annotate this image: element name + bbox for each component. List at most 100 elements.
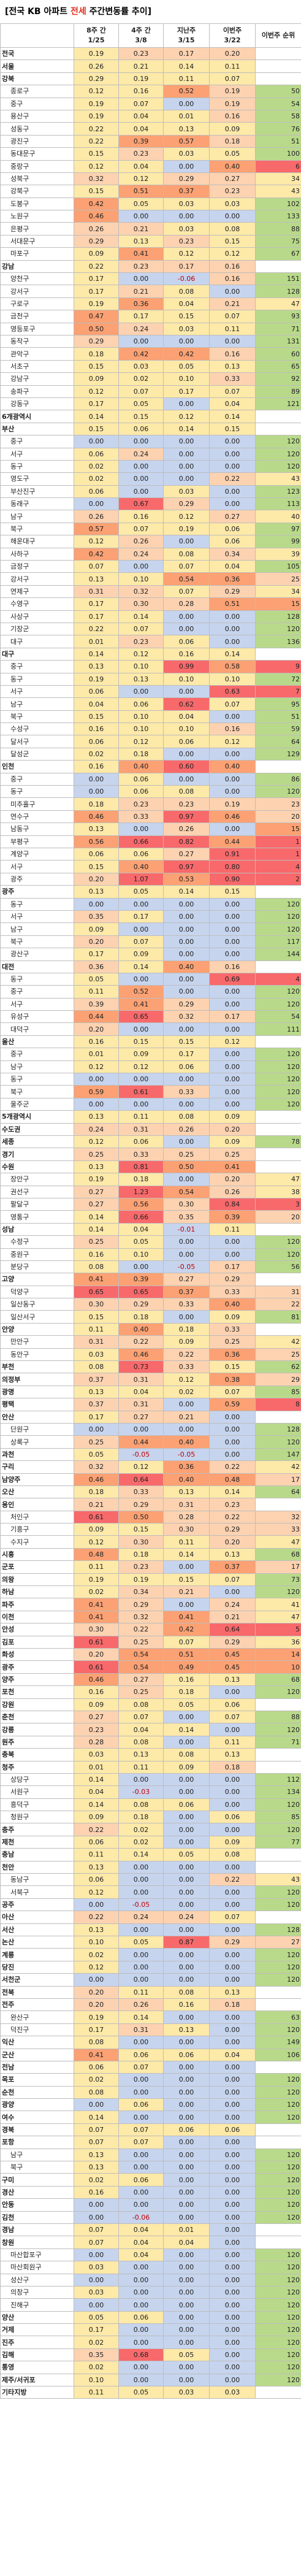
value-cell: 0.19 [74,97,119,110]
value-cell: 0.00 [118,822,164,836]
value-cell: 0.00 [209,1060,256,1074]
value-cell: 0.00 [163,97,210,110]
region-cell: 서원구 [0,1785,74,1799]
table-row: 충북 0.03 0.13 0.08 0.13 [0,1748,301,1761]
value-cell: 0.00 [163,535,210,548]
rank-cell: 7 [255,684,301,699]
value-cell: 0.07 [163,585,210,599]
value-cell: 0.05 [163,1848,210,1861]
value-cell: 0.23 [163,797,210,811]
table-row: 여수 0.14 0.00 0.00 0.00 120 [0,2110,301,2124]
region-cell: 안양 [0,1322,74,1336]
value-cell: 0.19 [209,85,256,98]
value-cell: 0.23 [209,1498,256,1511]
table-row: 서구 0.39 0.41 0.29 0.00 120 [0,997,301,1011]
value-cell: 0.15 [118,410,164,423]
value-cell: 0.11 [118,1985,164,1999]
table-row: 마산합포구 0.00 0.04 0.00 0.00 120 [0,2248,301,2262]
rank-cell: 111 [255,1022,301,1036]
table-row: 김천 0.00 -0.06 0.00 0.00 120 [0,2210,301,2224]
value-cell: 0.07 [74,2223,119,2237]
value-cell: 0.13 [163,2023,210,2037]
value-cell: 0.14 [74,1222,119,1236]
value-cell: 0.31 [74,1335,119,1349]
value-cell: 0.00 [209,1022,256,1036]
table-row: 남동구 0.13 0.00 0.26 0.00 15 [0,822,301,836]
table-row: 남구 0.09 0.00 0.00 0.00 120 [0,922,301,936]
value-cell: 0.04 [163,297,210,311]
value-cell: 0.18 [209,134,256,148]
region-cell: 경남 [0,2223,74,2237]
value-cell: 0.33 [118,1148,164,1161]
value-cell: 0.00 [163,210,210,223]
table-row: 충남 0.11 0.14 0.05 0.08 [0,1848,301,1861]
rank-cell [255,2223,301,2237]
region-cell: 송파구 [0,385,74,398]
value-cell: 0.13 [209,1985,256,1999]
value-cell: 0.97 [163,860,210,873]
value-cell: 0.20 [74,872,119,886]
region-cell: 남구 [0,697,74,711]
value-cell: 0.07 [118,385,164,398]
region-cell: 용인 [0,1498,74,1511]
table-row: 경남 0.07 0.04 0.01 0.00 [0,2223,301,2237]
value-cell: 0.61 [118,1085,164,1098]
value-cell: 0.00 [118,2273,164,2287]
rank-cell [255,410,301,423]
region-cell: 군포 [0,1560,74,1574]
table-row: 익산 0.08 0.00 0.00 0.00 149 [0,2036,301,2049]
rank-cell: 47 [255,1535,301,1549]
value-cell: 0.13 [74,1385,119,1399]
value-cell: 0.00 [209,2073,256,2087]
rank-cell: 120 [255,1073,301,1086]
rank-cell: 43 [255,1873,301,1887]
value-cell: 0.12 [74,385,119,398]
value-cell: 0.00 [163,2273,210,2287]
table-row: 중구 0.00 0.06 0.00 0.00 86 [0,772,301,786]
rank-cell: 120 [255,459,301,473]
value-cell: 0.31 [74,585,119,599]
rank-cell [255,2060,301,2074]
region-cell: 중구 [0,985,74,999]
value-cell: 0.40 [118,1322,164,1336]
table-row: 안양 0.11 0.40 0.18 0.33 [0,1322,301,1336]
region-cell: 광주 [0,1660,74,1674]
value-cell: 0.07 [118,522,164,536]
value-cell: 0.00 [209,459,256,473]
value-cell: 0.25 [74,1148,119,1161]
value-cell: 0.18 [74,797,119,811]
value-cell: 0.08 [118,1798,164,1812]
value-cell: -0.05 [163,1447,210,1462]
value-cell: 0.04 [209,560,256,573]
value-cell: 0.14 [74,410,119,423]
value-cell: 0.97 [163,810,210,824]
table-row: 수도권 0.24 0.31 0.26 0.20 [0,1122,301,1136]
value-cell: 0.06 [118,2173,164,2187]
region-cell: 진주 [0,2336,74,2349]
table-row: 사하구 0.42 0.24 0.08 0.34 39 [0,547,301,561]
value-cell: 0.27 [163,847,210,861]
region-cell: 안성 [0,1623,74,1636]
value-cell: 0.07 [118,622,164,636]
value-cell: 0.37 [74,1373,119,1386]
value-cell: 0.61 [74,1660,119,1674]
value-cell: 0.00 [209,2336,256,2349]
value-cell: 0.00 [118,1860,164,1874]
value-cell: 0.06 [118,785,164,799]
value-cell: 0.22 [74,1823,119,1836]
value-cell: 0.13 [74,660,119,673]
value-cell: 0.11 [118,1110,164,1124]
region-cell: 광양 [0,2098,74,2112]
region-cell: 대구 [0,635,74,648]
rank-cell [255,1498,301,1511]
table-row: 동래구 0.00 0.67 0.29 0.00 113 [0,497,301,511]
region-cell: 금정구 [0,560,74,573]
table-row: 북구 0.20 0.07 0.00 0.00 117 [0,935,301,949]
region-cell: 동구 [0,897,74,911]
table-row: 평택 0.37 0.31 0.00 0.59 8 [0,1398,301,1411]
value-cell: 0.03 [163,147,210,161]
value-cell: 0.00 [163,1973,210,1987]
value-cell: 0.15 [209,234,256,248]
table-row: 수영구 0.17 0.30 0.28 0.51 15 [0,597,301,611]
rank-cell: 120 [255,1885,301,1899]
